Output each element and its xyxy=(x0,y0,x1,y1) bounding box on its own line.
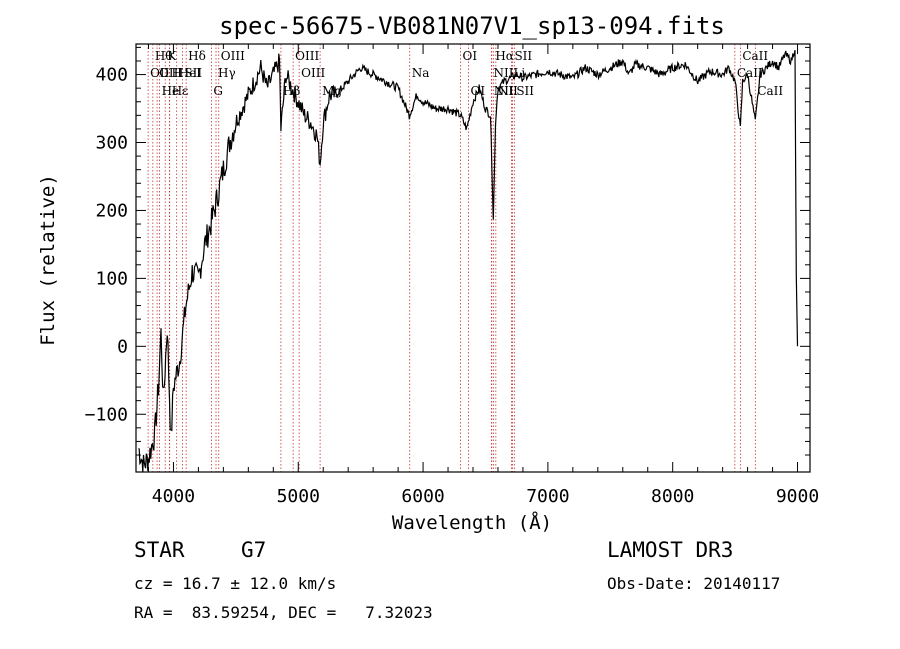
y-tick-label: 400 xyxy=(95,65,128,86)
line-label: NII xyxy=(498,84,518,98)
line-label: K xyxy=(167,49,177,63)
line-label: OIII xyxy=(221,49,245,63)
y-tick-label: 300 xyxy=(95,133,128,154)
x-axis-label: Wavelength (Å) xyxy=(392,511,552,534)
line-label: CaII xyxy=(757,84,783,98)
line-label: G xyxy=(213,84,223,98)
object-class: STAR xyxy=(134,538,185,562)
line-label: NII xyxy=(493,66,513,80)
survey-name: LAMOST DR3 xyxy=(607,538,734,562)
line-label: Li xyxy=(513,66,525,80)
x-tick-label: 5000 xyxy=(277,486,320,507)
y-tick-label: 0 xyxy=(117,336,128,357)
line-label: OII xyxy=(150,66,170,80)
x-tick-label: 9000 xyxy=(776,486,819,507)
y-tick-label: −100 xyxy=(85,404,128,425)
line-label: OI xyxy=(471,84,486,98)
line-label: He xyxy=(162,84,180,98)
line-label: Hθ xyxy=(155,49,173,63)
y-tick-label: 200 xyxy=(95,200,128,221)
coordinates-text: RA = 83.59254, DEC = 7.32023 xyxy=(134,603,433,622)
line-label: Hε xyxy=(172,84,189,98)
line-label: SII xyxy=(516,84,534,98)
line-label: Hδ xyxy=(188,49,206,63)
x-tick-label: 4000 xyxy=(152,486,195,507)
observation-date: Obs-Date: 20140117 xyxy=(607,574,781,593)
y-axis-label: Flux (relative) xyxy=(37,174,59,346)
line-label: SII xyxy=(184,66,202,80)
line-label: CaII xyxy=(737,66,763,80)
emission-line-markers xyxy=(147,44,756,472)
line-label: HeI xyxy=(179,66,202,80)
line-label: H xyxy=(171,66,181,80)
axis-ticks: 4000 5000 6000 7000 8000 9000 −100 0 100 200 300 40… xyxy=(85,44,819,507)
flux-series-line xyxy=(138,49,799,473)
x-tick-label: 8000 xyxy=(651,486,694,507)
y-tick-label: 100 xyxy=(95,268,128,289)
line-label: Hα xyxy=(495,49,514,63)
emission-line-labels: OIIHθOIIIHeKHHεHeISIIHδGHγOIIIHβOIIIOIII… xyxy=(150,49,783,98)
object-subclass: G7 xyxy=(241,538,267,562)
redshift-text: cz = 16.7 ± 12.0 km/s xyxy=(134,574,337,593)
line-label: CaII xyxy=(742,49,768,63)
line-label: OIII xyxy=(301,66,325,80)
line-label: Na xyxy=(412,66,430,80)
line-label: OI xyxy=(463,49,478,63)
plot-frame xyxy=(135,43,811,473)
line-label: OIII xyxy=(295,49,319,63)
chart-title: spec-56675-VB081N07V1_sp13-094.fits xyxy=(219,12,725,40)
line-label: Hγ xyxy=(218,66,236,80)
x-tick-label: 7000 xyxy=(526,486,569,507)
line-label: SII xyxy=(514,49,532,63)
line-label: OIII xyxy=(159,66,183,80)
x-tick-label: 6000 xyxy=(401,486,444,507)
